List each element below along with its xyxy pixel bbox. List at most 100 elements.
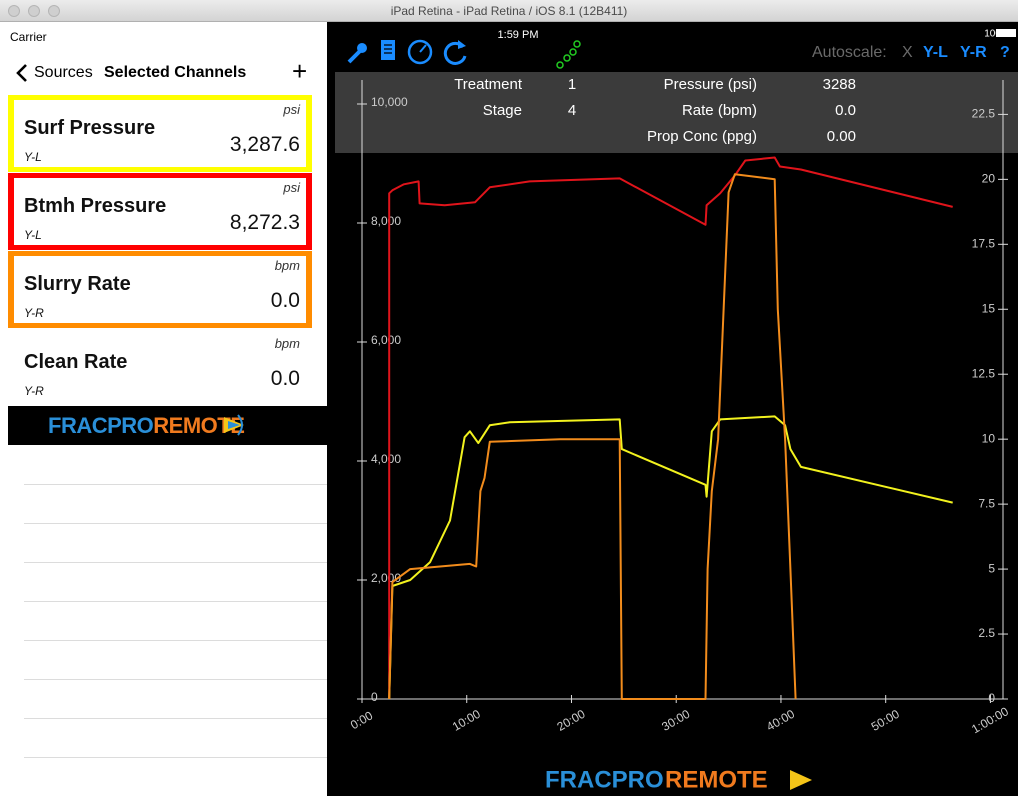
info-label: Pressure (psi) — [664, 76, 757, 93]
channel-item[interactable]: Slurry Rate bpm 0.0 Y-R — [8, 251, 312, 328]
add-button[interactable]: + — [292, 56, 308, 86]
separator — [24, 484, 327, 485]
y2-tick-label: 12.5 — [972, 366, 996, 380]
x-tick-label: 50:00 — [869, 707, 902, 734]
info-value: 3288 — [823, 76, 856, 93]
channel-name: Surf Pressure — [24, 117, 156, 139]
info-label: Prop Conc (ppg) — [647, 128, 757, 145]
footer-logo: FRACPRO REMOTE — [545, 766, 812, 793]
channels-icon[interactable] — [556, 40, 581, 69]
y-tick-label: 4,000 — [371, 452, 401, 466]
logo-band: FRACPROREMOTE — [8, 406, 327, 445]
channel-unit: psi — [283, 180, 300, 195]
channel-name: Btmh Pressure — [24, 195, 167, 217]
y2-tick-label: 17.5 — [972, 236, 996, 250]
y2-tick-label: 7.5 — [978, 496, 995, 510]
y2-tick-label: 15 — [982, 301, 996, 315]
channel-value: 8,272.3 — [229, 211, 300, 234]
clock: 1:59 PM — [498, 29, 539, 41]
series-line — [388, 173, 797, 700]
channel-axis: Y-L — [24, 150, 42, 164]
autoscale-yl[interactable]: Y-L — [923, 44, 948, 61]
y2-tick-label: 5 — [988, 561, 995, 575]
minimize-button[interactable] — [28, 5, 40, 17]
info-label: Stage — [483, 102, 522, 119]
channel-axis: Y-R — [24, 384, 44, 398]
channel-item[interactable]: Clean Rate bpm 0.0 Y-R — [8, 329, 312, 406]
title-bar: iPad Retina - iPad Retina / iOS 8.1 (12B… — [0, 0, 1018, 22]
series-line — [388, 415, 953, 700]
channel-name: Clean Rate — [24, 351, 128, 373]
info-value: 4 — [568, 102, 576, 119]
channel-axis: Y-L — [24, 228, 42, 242]
info-band — [335, 72, 1018, 153]
y2-tick-label: 2.5 — [978, 626, 995, 640]
y-tick-label: 8,000 — [371, 214, 401, 228]
logo-text: FRACPRO — [48, 413, 154, 438]
battery-icon — [996, 29, 1016, 37]
separator — [24, 640, 327, 641]
help-button[interactable]: ? — [1000, 44, 1010, 61]
channel-value: 3,287.6 — [229, 133, 300, 156]
y-tick-label: 10,000 — [371, 95, 408, 109]
channel-item[interactable]: Surf Pressure psi 3,287.6 Y-L — [8, 95, 312, 172]
zoom-button[interactable] — [48, 5, 60, 17]
channel-unit: psi — [283, 102, 300, 117]
wrench-icon[interactable] — [347, 43, 367, 64]
x-tick-label: 10:00 — [450, 707, 483, 734]
refresh-icon[interactable] — [443, 40, 467, 65]
channel-inner: Surf Pressure psi 3,287.6 Y-L — [14, 100, 306, 167]
separator — [24, 562, 327, 563]
x-tick-label: 0:00 — [348, 708, 376, 732]
autoscale-yr[interactable]: Y-R — [960, 44, 987, 61]
x-tick-label: 30:00 — [659, 707, 692, 734]
gauge-icon[interactable] — [407, 39, 433, 65]
window-title: iPad Retina - iPad Retina / iOS 8.1 (12B… — [390, 4, 628, 18]
carrier: Carrier — [10, 30, 47, 44]
info-value: 0.0 — [835, 102, 856, 119]
separator — [24, 757, 327, 758]
channel-value: 0.0 — [270, 289, 300, 312]
chart-panel: 1:59 PM 100% Autoscale: X Y-L Y-R ? 02,0… — [335, 29, 1018, 793]
y-tick-label: 0 — [371, 690, 378, 704]
channel-inner: Slurry Rate bpm 0.0 Y-R — [14, 256, 306, 323]
info-value: 1 — [568, 76, 576, 93]
x-tick-label: 20:00 — [555, 707, 588, 734]
logo-icon — [790, 770, 812, 790]
channel-value: 0.0 — [270, 367, 300, 390]
channel-inner: Btmh Pressure psi 8,272.3 Y-L — [14, 178, 306, 245]
info-label: Treatment — [454, 76, 523, 93]
back-button[interactable]: Sources — [34, 64, 93, 81]
channel-unit: bpm — [274, 336, 300, 351]
x-tick-label: 1:00:00 — [969, 704, 1011, 736]
series-line — [388, 156, 953, 699]
logo-text: REMOTE — [665, 766, 768, 793]
y2-tick-label: 22.5 — [972, 107, 996, 121]
book-icon[interactable] — [381, 40, 395, 60]
channel-axis: Y-R — [24, 306, 44, 320]
x-tick-label: 40:00 — [764, 707, 797, 734]
y2-tick-label: 20 — [982, 172, 996, 186]
separator — [24, 718, 327, 719]
plot: 02,0004,0006,0008,00010,00002.557.51012.… — [348, 80, 1011, 736]
nav-title: Selected Channels — [104, 64, 247, 81]
logo-text: FRACPRO — [545, 766, 664, 793]
back-chevron[interactable] — [13, 62, 33, 84]
channel-name: Slurry Rate — [24, 273, 131, 295]
channel-item[interactable]: Btmh Pressure psi 8,272.3 Y-L — [8, 173, 312, 250]
logo: FRACPROREMOTE — [48, 413, 245, 439]
separator — [24, 523, 327, 524]
separator — [24, 679, 327, 680]
y-tick-label: 6,000 — [371, 333, 401, 347]
channel-inner: Clean Rate bpm 0.0 Y-R — [14, 334, 306, 401]
info-label: Rate (bpm) — [682, 102, 757, 119]
close-button[interactable] — [8, 5, 20, 17]
channel-panel: Carrier Sources Selected Channels + Surf… — [0, 22, 327, 796]
autoscale-label: Autoscale: — [812, 44, 887, 61]
y2-tick-label: 10 — [982, 431, 996, 445]
logo-icon — [224, 414, 244, 436]
y2-tick-label: 0 — [988, 691, 995, 705]
separator — [24, 601, 327, 602]
info-value: 0.00 — [827, 128, 856, 145]
autoscale-x[interactable]: X — [902, 44, 913, 61]
